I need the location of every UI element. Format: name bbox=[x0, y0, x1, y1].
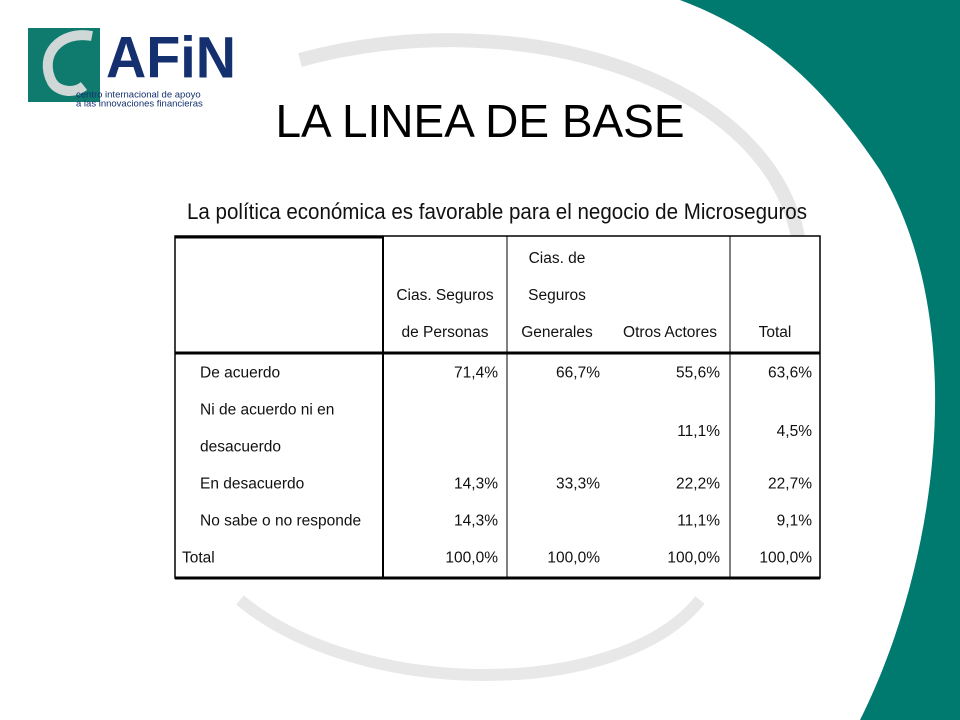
cell-value: 100,0% bbox=[547, 550, 600, 567]
row-label: Ni de acuerdo ni en bbox=[200, 402, 334, 419]
slide-title: LA LINEA DE BASE bbox=[275, 95, 684, 147]
cell-value: 100,0% bbox=[759, 550, 812, 567]
cell-value: 9,1% bbox=[777, 513, 813, 530]
cell-value: 22,2% bbox=[676, 476, 720, 493]
table-border bbox=[174, 235, 821, 579]
row-label: No sabe o no responde bbox=[200, 513, 361, 530]
cell-value: 66,7% bbox=[556, 365, 600, 382]
table-caption: La política económica es favorable para … bbox=[187, 199, 807, 224]
cell-value: 14,3% bbox=[454, 513, 498, 530]
cell-value: 63,6% bbox=[768, 365, 812, 382]
cell-value: 22,7% bbox=[768, 476, 812, 493]
column-header: Cias. de bbox=[529, 250, 586, 267]
column-header: de Personas bbox=[401, 324, 488, 341]
cell-value: 55,6% bbox=[676, 365, 720, 382]
cell-value: 4,5% bbox=[777, 423, 813, 440]
column-header: Total bbox=[759, 324, 792, 341]
logo-tagline: centro internacional de apoyo bbox=[76, 90, 201, 101]
cell-value: 14,3% bbox=[454, 476, 498, 493]
cell-value: 11,1% bbox=[677, 423, 720, 440]
watermark-swirl bbox=[298, 33, 807, 251]
column-header: Seguros bbox=[528, 287, 586, 304]
row-label: Total bbox=[182, 550, 215, 567]
watermark-swirl bbox=[236, 595, 705, 681]
cell-value: 11,1% bbox=[677, 513, 720, 530]
row-label: De acuerdo bbox=[200, 365, 280, 382]
column-header: Cias. Seguros bbox=[396, 287, 494, 304]
cell-value: 33,3% bbox=[556, 476, 600, 493]
cell-value: 100,0% bbox=[445, 550, 498, 567]
row-label: En desacuerdo bbox=[200, 476, 304, 493]
logo-mark: AFiN bbox=[106, 25, 236, 90]
cell-value: 100,0% bbox=[667, 550, 720, 567]
column-header: Otros Actores bbox=[623, 324, 717, 341]
logo-swirl bbox=[42, 30, 93, 96]
column-header: Generales bbox=[521, 324, 593, 341]
teal-background bbox=[680, 0, 960, 720]
row-label: desacuerdo bbox=[200, 439, 281, 456]
cell-value: 71,4% bbox=[454, 365, 498, 382]
logo-tagline: a las innovaciones financieras bbox=[76, 99, 203, 110]
table: Cias. Seguros de Personas Cias. de Seguros G… bbox=[174, 235, 821, 580]
